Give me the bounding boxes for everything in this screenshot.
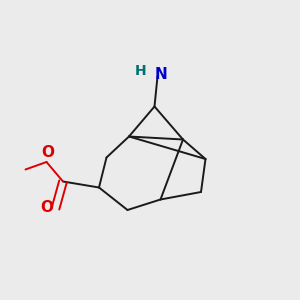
Text: O: O [40, 200, 54, 214]
Text: N: N [154, 67, 167, 82]
Text: H: H [135, 64, 147, 78]
Text: O: O [41, 145, 55, 160]
